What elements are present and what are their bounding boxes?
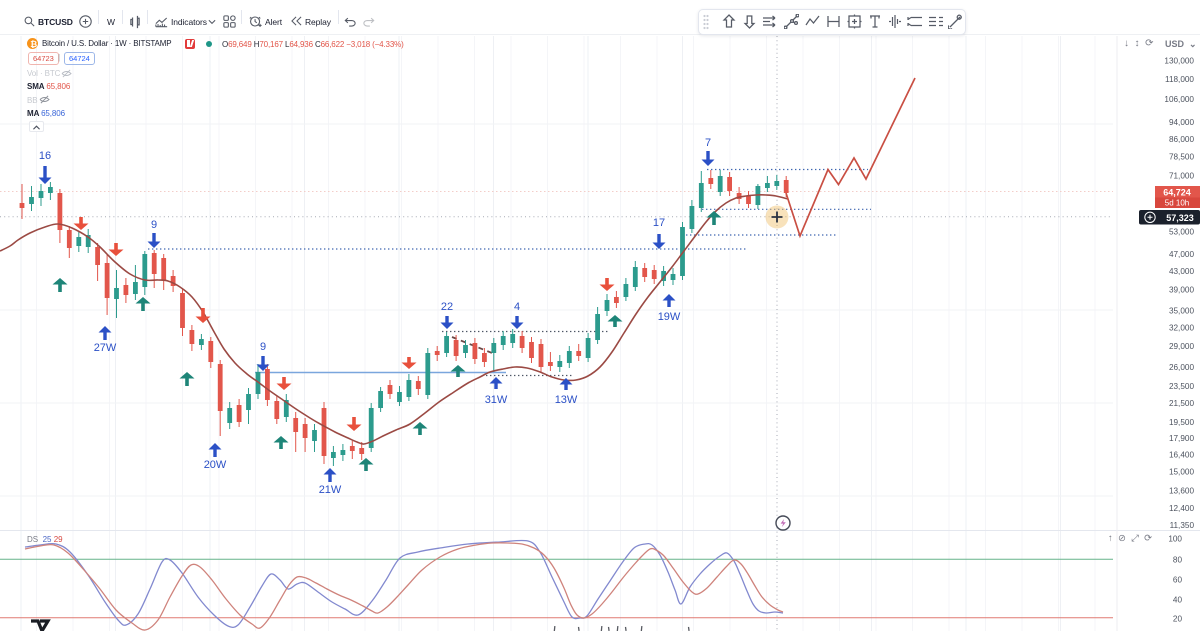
- svg-text:17: 17: [653, 217, 665, 229]
- svg-text:11,350: 11,350: [1170, 521, 1195, 530]
- svg-text:16,400: 16,400: [1169, 451, 1194, 460]
- svg-text:47,000: 47,000: [1169, 250, 1194, 259]
- svg-text:53,000: 53,000: [1169, 227, 1194, 236]
- svg-text:118,000: 118,000: [1165, 75, 1194, 84]
- svg-text:9: 9: [260, 341, 266, 353]
- svg-text:57,323: 57,323: [1166, 213, 1194, 223]
- svg-text:21W: 21W: [319, 484, 342, 496]
- svg-text:94,000: 94,000: [1169, 118, 1194, 127]
- svg-text:27W: 27W: [94, 342, 117, 354]
- svg-text:32,000: 32,000: [1169, 323, 1194, 332]
- svg-text:19W: 19W: [658, 311, 681, 323]
- svg-text:39,000: 39,000: [1169, 286, 1194, 295]
- svg-text:15,000: 15,000: [1169, 468, 1194, 477]
- svg-text:80: 80: [1173, 556, 1183, 565]
- svg-text:12,400: 12,400: [1169, 504, 1194, 513]
- svg-text:64,724: 64,724: [1163, 188, 1191, 198]
- svg-text:26,000: 26,000: [1169, 363, 1194, 372]
- svg-text:60: 60: [1173, 576, 1183, 585]
- svg-text:43,000: 43,000: [1169, 267, 1194, 276]
- svg-text:29,000: 29,000: [1169, 342, 1194, 351]
- svg-text:71,000: 71,000: [1169, 172, 1194, 181]
- svg-text:86,000: 86,000: [1169, 135, 1194, 144]
- svg-text:78,500: 78,500: [1169, 152, 1194, 161]
- svg-text:20: 20: [1173, 615, 1183, 624]
- svg-text:19,500: 19,500: [1169, 418, 1194, 427]
- svg-text:13,600: 13,600: [1169, 486, 1194, 495]
- svg-text:100: 100: [1168, 535, 1182, 544]
- svg-text:35,000: 35,000: [1169, 306, 1194, 315]
- svg-text:16: 16: [39, 150, 51, 162]
- svg-text:9: 9: [151, 219, 157, 231]
- svg-text:5d 10h: 5d 10h: [1165, 199, 1189, 208]
- svg-text:7: 7: [705, 137, 711, 149]
- svg-text:22: 22: [441, 301, 453, 313]
- svg-text:21,500: 21,500: [1169, 399, 1194, 408]
- svg-text:20W: 20W: [204, 459, 227, 471]
- svg-text:106,000: 106,000: [1164, 95, 1194, 104]
- svg-text:40: 40: [1173, 596, 1183, 605]
- svg-text:17,900: 17,900: [1169, 434, 1194, 443]
- svg-text:130,000: 130,000: [1164, 56, 1194, 65]
- svg-text:31W: 31W: [485, 394, 508, 406]
- svg-text:4: 4: [514, 301, 520, 313]
- svg-text:23,500: 23,500: [1169, 382, 1194, 391]
- svg-text:13W: 13W: [555, 394, 578, 406]
